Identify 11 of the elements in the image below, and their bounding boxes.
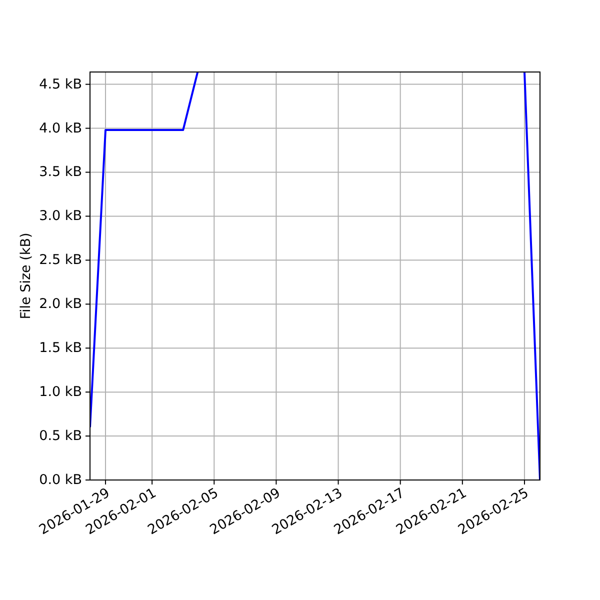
y-tick-label: 0.0 kB	[39, 472, 82, 488]
y-tick-label: 3.5 kB	[39, 164, 82, 180]
y-tick-label: 4.0 kB	[39, 120, 82, 136]
y-axis-title: File Size (kB)	[18, 232, 34, 320]
y-tick-label: 0.5 kB	[39, 428, 82, 444]
y-tick-label: 1.0 kB	[39, 384, 82, 400]
y-tick-label: 3.0 kB	[39, 208, 82, 224]
y-tick-label: 2.5 kB	[39, 252, 82, 268]
y-tick-label: 4.5 kB	[39, 76, 82, 92]
y-tick-label: 2.0 kB	[39, 296, 82, 312]
y-tick-label: 1.5 kB	[39, 340, 82, 356]
